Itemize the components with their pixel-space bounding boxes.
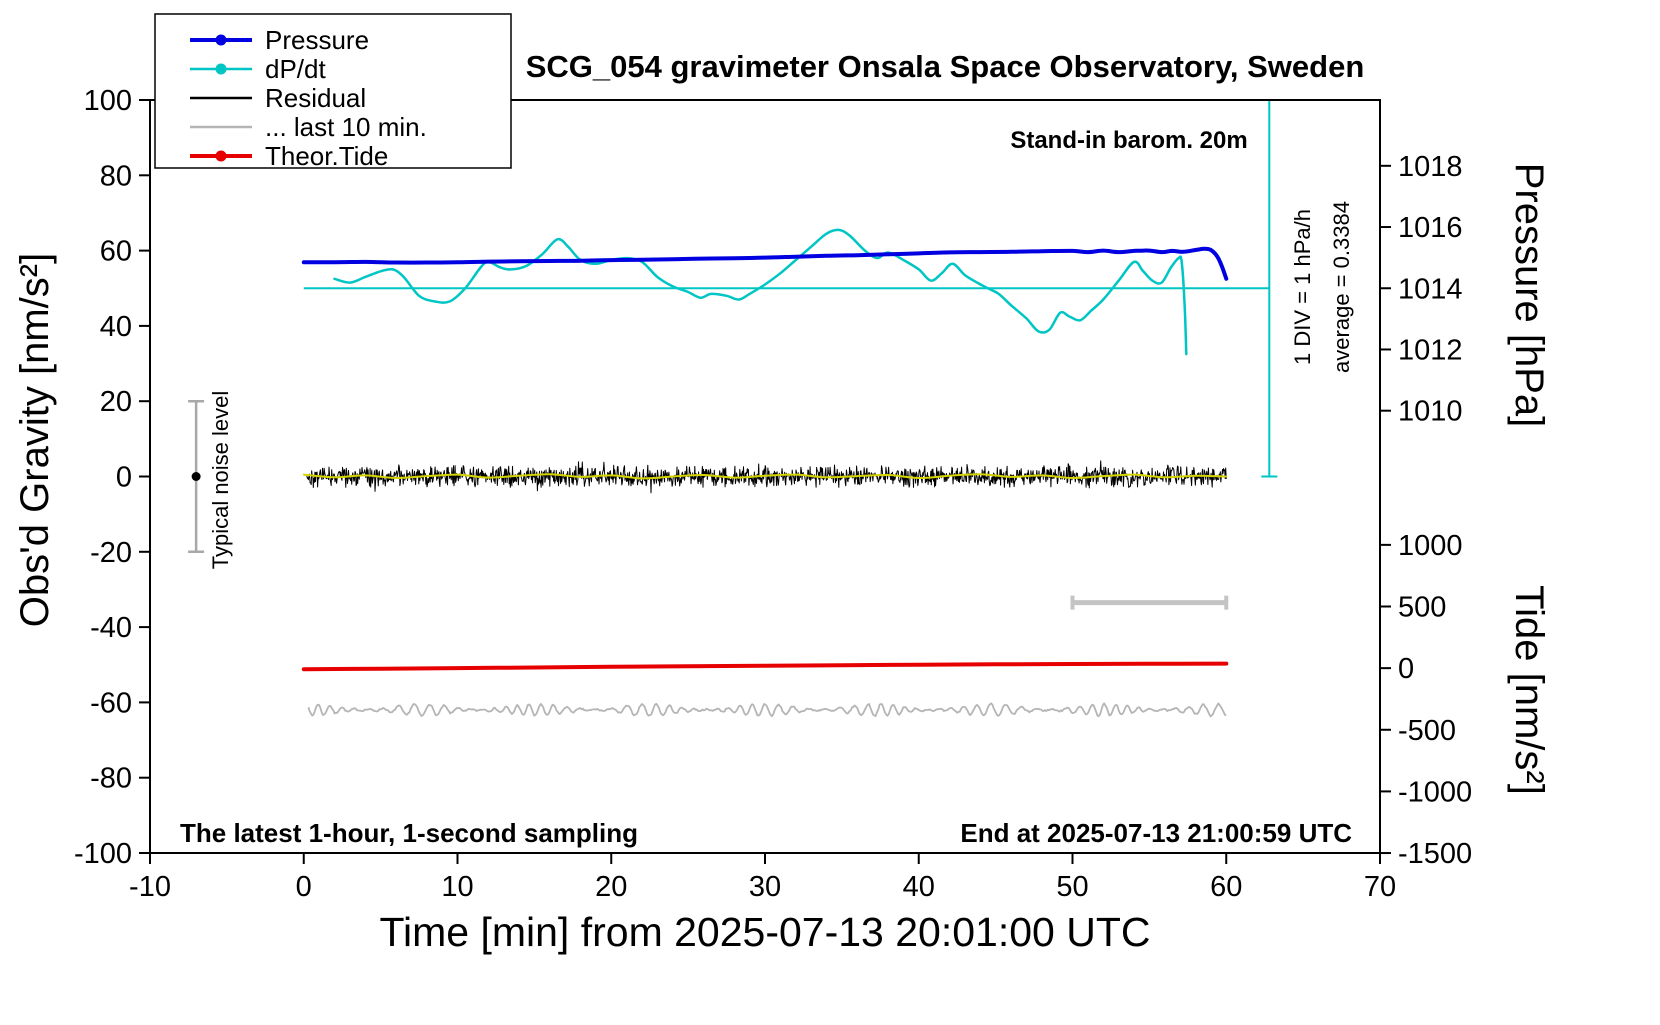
tide-tick-label: -1000	[1398, 776, 1472, 808]
gravity-tick-label: 0	[116, 462, 132, 494]
tide-tick-label: 0	[1398, 653, 1414, 685]
axes-layer: -10 0 10 20 30 40 50 60 70-100-80-60-40-20020406…	[74, 85, 1472, 903]
chart-title: SCG_054 gravimeter Onsala Space Observat…	[526, 49, 1365, 84]
x-tick-label: 70	[1364, 871, 1396, 903]
legend-label: ... last 10 min.	[265, 112, 427, 142]
noise-level-dot	[191, 472, 201, 481]
legend-label: dP/dt	[265, 54, 326, 84]
gravity-tick-label: 80	[100, 160, 132, 192]
x-tick-label: 10	[441, 871, 473, 903]
annotation-average: average = 0.3384	[1329, 201, 1354, 373]
series-pressure	[301, 246, 1229, 281]
tide-tick-label: -1500	[1398, 838, 1472, 870]
pressure-tick-label: 1010	[1398, 396, 1463, 428]
tide-axis-title: Tide [nm/s²]	[1507, 585, 1551, 795]
legend-label: Theor.Tide	[265, 141, 388, 171]
tide-tick-label: -500	[1398, 715, 1456, 747]
x-tick-label: 20	[595, 871, 627, 903]
x-tick-label: 0	[296, 871, 312, 903]
legend-marker-dot	[215, 34, 227, 46]
x-tick-label: 50	[1056, 871, 1088, 903]
series-last10	[307, 702, 1227, 718]
annotation-noise-level: Typical noise level	[208, 391, 233, 570]
gravity-tick-label: 60	[100, 236, 132, 268]
gravity-tick-label: -100	[74, 838, 132, 870]
legend-marker-dot	[215, 150, 227, 162]
annotation-div-scale: 1 DIV = 1 hPa/h	[1290, 209, 1315, 365]
tide-tick-label: 500	[1398, 592, 1446, 624]
pressure-tick-label: 1016	[1398, 212, 1463, 244]
annotation-barometer: Stand-in barom. 20m	[1010, 127, 1247, 154]
x-tick-label: 60	[1210, 871, 1242, 903]
gravity-tick-label: 40	[100, 311, 132, 343]
gravity-tick-label: 100	[84, 85, 132, 117]
tide-tick-label: 1000	[1398, 530, 1463, 562]
pressure-axis-title: Pressure [hPa]	[1507, 163, 1551, 428]
legend-label: Pressure	[265, 25, 369, 55]
gravity-axis-title: Obs'd Gravity [nm/s²]	[13, 253, 57, 627]
x-tick-label: -10	[129, 871, 171, 903]
pressure-tick-label: 1018	[1398, 151, 1463, 183]
legend-marker-dot	[215, 63, 227, 75]
gravity-tick-label: -60	[90, 687, 132, 719]
reference-layer	[188, 99, 1278, 610]
series-dpdt	[333, 228, 1188, 356]
gravity-tick-label: -20	[90, 537, 132, 569]
pressure-tick-label: 1012	[1398, 334, 1463, 366]
gravity-tick-label: -80	[90, 763, 132, 795]
legend-label: Residual	[265, 83, 366, 113]
series-residual	[306, 460, 1227, 494]
x-axis-title: Time [min] from 2025-07-13 20:01:00 UTC	[380, 909, 1151, 955]
series-residual_smooth	[302, 473, 1228, 480]
gravity-tick-label: 20	[100, 386, 132, 418]
x-tick-label: 30	[749, 871, 781, 903]
series-theor_tide	[301, 661, 1229, 672]
x-tick-label: 40	[903, 871, 935, 903]
gravity-tick-label: -40	[90, 612, 132, 644]
annotation-end-time: End at 2025-07-13 21:00:59 UTC	[960, 818, 1352, 848]
series-layer	[301, 228, 1229, 718]
pressure-tick-label: 1014	[1398, 273, 1463, 305]
annotation-sampling: The latest 1-hour, 1-second sampling	[180, 818, 638, 848]
